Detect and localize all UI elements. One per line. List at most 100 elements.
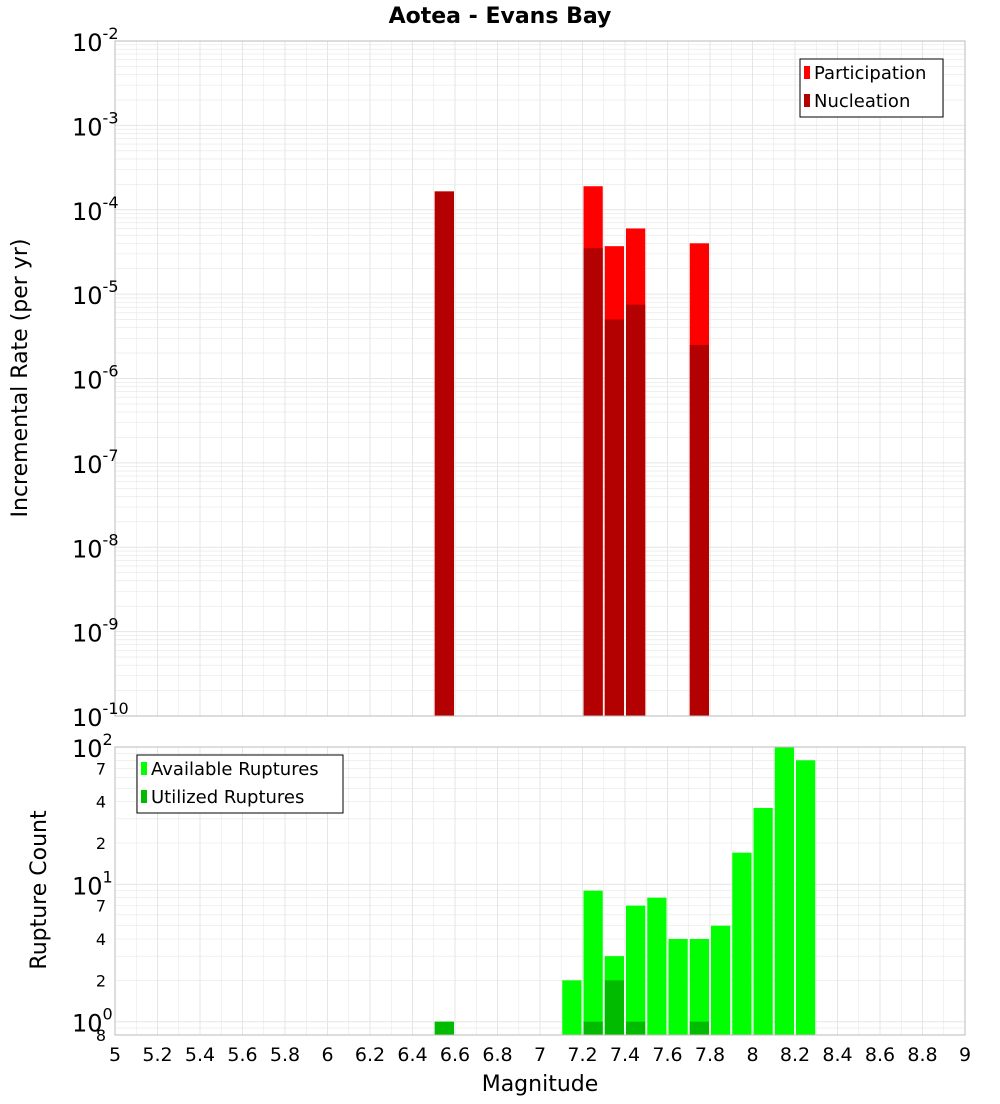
legend-box bbox=[136, 754, 344, 814]
legend: Participation Nucleation bbox=[799, 58, 944, 118]
nucleation-bar bbox=[626, 304, 646, 716]
available-ruptures-bar bbox=[796, 760, 816, 1035]
y-tick-label: 101 bbox=[72, 867, 113, 900]
y-tick-base: 10 bbox=[72, 872, 103, 900]
x-tick-label: 6.6 bbox=[440, 1044, 470, 1066]
y-tick-label: 102 bbox=[72, 730, 113, 763]
x-tick-label: 8 bbox=[746, 1044, 758, 1066]
legend-label: Participation bbox=[814, 63, 926, 84]
available-ruptures-bar bbox=[583, 890, 603, 1035]
y-tick-exponent: 2 bbox=[103, 730, 113, 749]
plot-frame bbox=[114, 746, 966, 1036]
utilized-ruptures-bar bbox=[626, 1021, 646, 1035]
x-tick-label: 5.4 bbox=[185, 1044, 215, 1066]
x-tick-label: 6.8 bbox=[482, 1044, 512, 1066]
y-tick-label: 100 bbox=[72, 1005, 113, 1038]
x-tick-label: 5.8 bbox=[270, 1044, 300, 1066]
x-tick-label: 5 bbox=[109, 1044, 121, 1066]
available-ruptures-bar bbox=[732, 852, 752, 1035]
utilized-ruptures-bar bbox=[604, 980, 624, 1035]
x-axis-label: Magnitude bbox=[482, 1072, 599, 1097]
y-minor-tick-label: 4 bbox=[96, 930, 106, 949]
y-tick-base: 10 bbox=[72, 451, 103, 479]
nucleation-bar bbox=[689, 344, 709, 716]
y-tick-exponent: 1 bbox=[103, 867, 113, 886]
utilized-ruptures-bar bbox=[689, 1021, 709, 1035]
plot-frame bbox=[114, 40, 966, 717]
legend-box bbox=[799, 58, 944, 118]
bottom-y-axis-label: Rupture Count bbox=[27, 810, 52, 970]
legend: Available Ruptures Utilized Ruptures bbox=[136, 754, 344, 814]
y-minor-tick-label: 4 bbox=[96, 793, 106, 812]
legend-swatch bbox=[804, 94, 810, 107]
nucleation-bar bbox=[583, 248, 603, 717]
y-tick-exponent: -10 bbox=[103, 699, 129, 718]
available-ruptures-bar bbox=[753, 807, 773, 1035]
y-minor-tick-label: 7 bbox=[96, 897, 106, 916]
utilized-ruptures-bar bbox=[434, 1021, 454, 1035]
y-tick-label: 10-2 bbox=[72, 24, 119, 57]
x-tick-label: 7.6 bbox=[652, 1044, 682, 1066]
available-ruptures-bar bbox=[689, 939, 709, 1035]
nucleation-bar bbox=[434, 191, 454, 717]
y-tick-base: 10 bbox=[72, 1010, 103, 1038]
legend-swatch bbox=[804, 66, 810, 79]
available-ruptures-bar bbox=[647, 897, 667, 1035]
y-tick-exponent: -9 bbox=[103, 615, 119, 634]
available-ruptures-bar bbox=[774, 747, 794, 1035]
x-tick-label: 8.4 bbox=[822, 1044, 852, 1066]
x-tick-label: 8.6 bbox=[865, 1044, 895, 1066]
y-minor-tick-label: 2 bbox=[96, 834, 106, 853]
x-tick-label: 8.8 bbox=[907, 1044, 937, 1066]
x-tick-label: 5.2 bbox=[142, 1044, 172, 1066]
x-tick-label: 9 bbox=[959, 1044, 971, 1066]
y-tick-exponent: -8 bbox=[103, 530, 119, 549]
y-tick-base: 10 bbox=[72, 704, 103, 732]
available-ruptures-bar bbox=[668, 939, 688, 1035]
top-y-axis-label: Incremental Rate (per yr) bbox=[8, 239, 33, 518]
legend-swatch bbox=[141, 790, 147, 803]
y-tick-base: 10 bbox=[72, 620, 103, 648]
available-ruptures-bar bbox=[711, 925, 731, 1035]
y-tick-label: 10-3 bbox=[72, 108, 119, 141]
y-tick-exponent: -4 bbox=[103, 193, 119, 212]
y-minor-tick-label: 7 bbox=[96, 759, 106, 778]
y-tick-base: 10 bbox=[72, 282, 103, 310]
nucleation-bar bbox=[604, 319, 624, 716]
y-tick-label: 10-6 bbox=[72, 362, 119, 395]
y-tick-exponent: -2 bbox=[103, 24, 119, 43]
x-tick-label: 6.2 bbox=[355, 1044, 385, 1066]
legend-swatch bbox=[141, 762, 147, 775]
rate-panel: 10-210-310-410-510-610-710-810-910-10Par… bbox=[72, 24, 966, 732]
y-tick-label: 10-5 bbox=[72, 277, 119, 310]
legend-label: Available Ruptures bbox=[151, 759, 319, 780]
y-tick-exponent: 0 bbox=[103, 1005, 113, 1024]
y-tick-exponent: -5 bbox=[103, 277, 119, 296]
y-tick-label: 10-9 bbox=[72, 615, 119, 648]
y-tick-base: 10 bbox=[72, 367, 103, 395]
y-tick-base: 10 bbox=[72, 735, 103, 763]
legend-label: Utilized Ruptures bbox=[151, 787, 304, 808]
utilized-ruptures-bar bbox=[583, 1021, 603, 1035]
y-minor-tick-label: 8 bbox=[96, 1026, 106, 1045]
available-ruptures-bar bbox=[562, 980, 582, 1035]
legend-label: Nucleation bbox=[814, 91, 910, 112]
y-tick-label: 10-10 bbox=[72, 699, 129, 732]
y-tick-exponent: -7 bbox=[103, 446, 119, 465]
y-tick-label: 10-7 bbox=[72, 446, 119, 479]
y-minor-tick-label: 2 bbox=[96, 971, 106, 990]
x-tick-label: 7.4 bbox=[610, 1044, 640, 1066]
y-tick-label: 10-4 bbox=[72, 193, 119, 226]
y-tick-base: 10 bbox=[72, 113, 103, 141]
y-tick-exponent: -6 bbox=[103, 362, 119, 381]
x-tick-label: 7.8 bbox=[695, 1044, 725, 1066]
y-tick-exponent: -3 bbox=[103, 108, 119, 127]
x-tick-label: 7 bbox=[534, 1044, 546, 1066]
x-tick-label: 6 bbox=[321, 1044, 333, 1066]
y-tick-label: 10-8 bbox=[72, 530, 119, 563]
y-tick-base: 10 bbox=[72, 535, 103, 563]
x-tick-label: 6.4 bbox=[397, 1044, 427, 1066]
